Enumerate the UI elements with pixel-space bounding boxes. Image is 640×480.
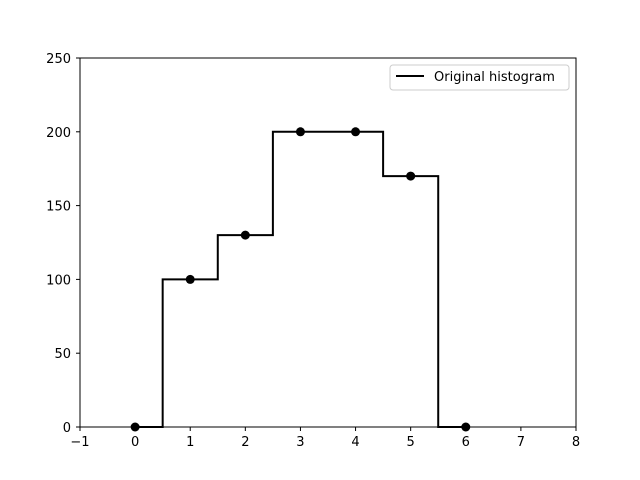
data-point: [185, 274, 195, 284]
axes-frame: [79, 57, 577, 428]
x-tick-label: 4: [351, 435, 359, 450]
x-tick-label: 8: [572, 435, 580, 450]
y-tick-label: 150: [46, 200, 71, 215]
plot-area: [130, 127, 471, 432]
x-tick-label: 3: [296, 435, 304, 450]
y-tick-label: 100: [46, 273, 71, 288]
data-point: [351, 127, 361, 137]
x-tick-label: 5: [407, 435, 415, 450]
data-point: [406, 171, 416, 181]
x-tick-label: 0: [131, 435, 139, 450]
y-tick-label: 250: [46, 52, 71, 67]
data-point: [240, 230, 250, 240]
series-line-0: [135, 130, 466, 428]
legend: Original histogram: [389, 64, 570, 91]
y-tick-label: 50: [54, 347, 71, 362]
legend-label: Original histogram: [434, 70, 555, 85]
data-point: [295, 127, 305, 137]
x-tick-label: 1: [186, 435, 194, 450]
x-tick-label: 2: [241, 435, 249, 450]
y-tick-label: 200: [46, 126, 71, 141]
x-tick-label: 6: [462, 435, 470, 450]
x-tick-label: 7: [517, 435, 525, 450]
x-tick-label: −1: [70, 435, 89, 450]
y-tick-label: 0: [63, 421, 71, 436]
legend-box: [389, 64, 570, 91]
